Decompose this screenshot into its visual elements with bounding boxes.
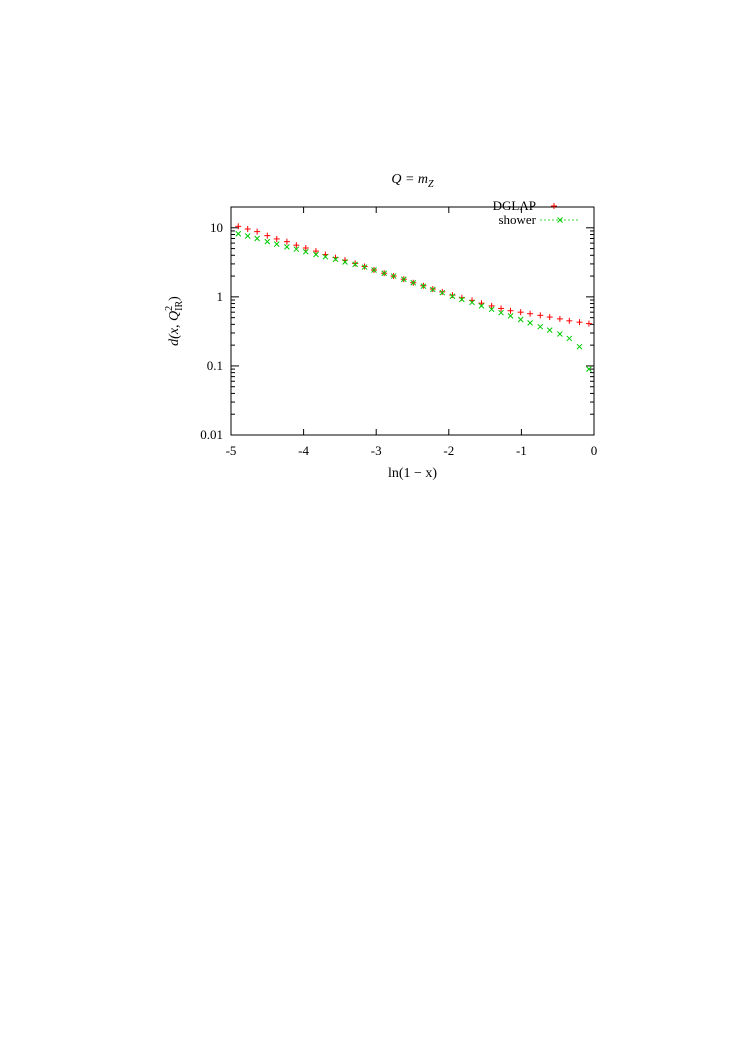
data-point — [517, 309, 524, 316]
data-point — [254, 228, 261, 235]
data-point — [439, 288, 446, 295]
y-axis-title-sup: 2 — [164, 306, 175, 311]
data-point — [264, 232, 271, 239]
data-point — [410, 279, 417, 286]
legend-label: DGLAP — [493, 198, 536, 213]
data-point — [235, 230, 242, 237]
data-point — [546, 314, 553, 321]
data-point — [469, 299, 475, 306]
data-point — [352, 261, 358, 268]
data-point — [332, 256, 339, 263]
y-tick-label: 10 — [210, 220, 223, 235]
data-point — [273, 235, 280, 242]
data-point — [527, 320, 533, 326]
data-point — [556, 315, 563, 322]
data-point — [313, 251, 319, 258]
data-point — [507, 313, 514, 319]
y-axis-title: d(x, Q2IR) — [164, 296, 185, 346]
data-point — [546, 327, 553, 333]
legend-label: shower — [498, 212, 536, 227]
y-axis: 0.01 0.1 1 10 — [200, 206, 594, 442]
y-tick-label: 0.01 — [200, 427, 223, 442]
data-point — [273, 241, 280, 247]
data-point — [342, 259, 348, 265]
x-tick-label: -3 — [371, 443, 382, 458]
data-point — [517, 316, 524, 323]
data-point — [439, 289, 446, 296]
x-tick-label: -1 — [516, 443, 527, 458]
data-point — [371, 267, 377, 273]
data-point — [302, 248, 309, 255]
data-point — [390, 273, 397, 279]
data-point — [498, 305, 505, 312]
data-point — [585, 320, 592, 327]
data-point — [557, 331, 563, 337]
data-point — [420, 283, 427, 289]
x-axis-title: ln(1 − x) — [388, 466, 437, 481]
data-point — [254, 235, 260, 242]
y-axis-title-sub: IR — [174, 301, 185, 311]
y-tick-label: 1 — [217, 289, 224, 304]
data-point — [312, 248, 319, 255]
data-point — [537, 312, 544, 319]
data-point — [459, 296, 465, 303]
data-point — [302, 244, 309, 251]
y-axis-title-prefix: d(x, Q — [167, 311, 182, 346]
data-point — [488, 306, 495, 313]
legend-item: shower — [498, 212, 580, 227]
x-tick-label: -4 — [298, 443, 309, 458]
data-point — [566, 335, 573, 342]
data-point — [293, 242, 300, 249]
legend-item: DGLAP — [493, 198, 557, 213]
x-tick-label: -2 — [443, 443, 454, 458]
data-point — [478, 300, 485, 307]
legend-sample — [540, 217, 580, 223]
data-point — [264, 238, 271, 245]
plot-frame — [230, 206, 595, 436]
y-tick-label: 0.1 — [207, 358, 223, 373]
y-axis-title-suffix: ) — [167, 296, 182, 301]
data-point — [235, 223, 242, 230]
data-series — [235, 223, 592, 372]
data-point — [244, 226, 251, 233]
data-point — [566, 317, 573, 324]
data-point — [488, 302, 495, 309]
data-point — [283, 238, 290, 245]
data-point — [449, 293, 456, 300]
data-point — [400, 276, 407, 283]
data-point — [527, 310, 534, 317]
data-point — [586, 366, 592, 372]
data-point — [478, 303, 485, 309]
data-point — [576, 319, 583, 326]
data-point — [322, 253, 329, 260]
data-point — [361, 264, 368, 270]
data-point — [537, 323, 544, 330]
legend-sample — [551, 203, 557, 209]
data-point — [429, 286, 436, 293]
chart-title-main: Q = m — [391, 172, 428, 187]
data-point — [381, 270, 388, 277]
data-point — [498, 309, 504, 316]
series-dglap — [235, 223, 592, 327]
x-tick-label: 0 — [591, 443, 598, 458]
x-axis: -5 -4 -3 -2 -1 0 — [226, 207, 598, 458]
series-shower — [235, 230, 592, 372]
data-point — [449, 292, 456, 299]
chart-title: Q = mZ — [391, 172, 434, 190]
data-point — [507, 307, 514, 314]
data-point — [576, 343, 583, 350]
data-point — [284, 243, 290, 250]
x-tick-label: -5 — [226, 443, 237, 458]
chart-title-subscript: Z — [428, 179, 434, 190]
data-point — [244, 233, 251, 239]
data-point — [293, 246, 300, 253]
data-point — [352, 260, 359, 267]
